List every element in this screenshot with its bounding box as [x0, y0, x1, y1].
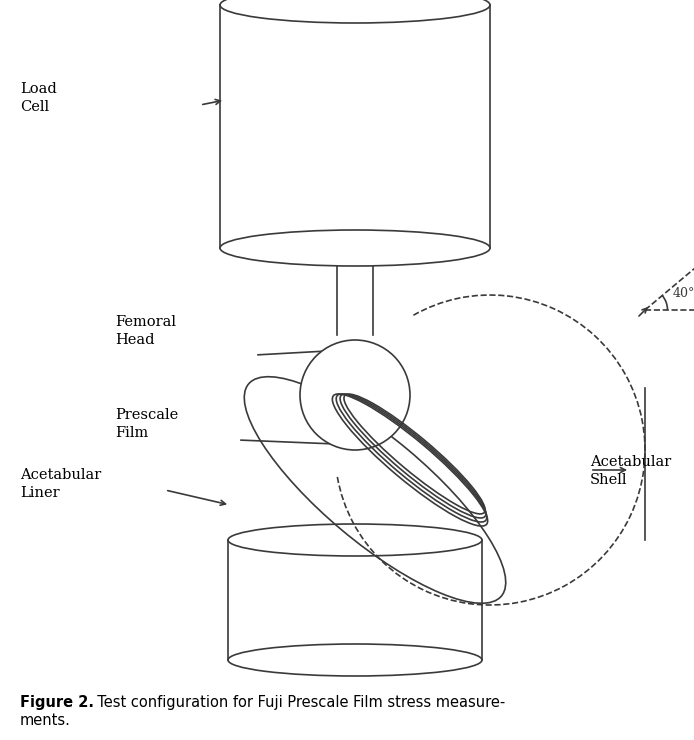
Text: Figure 2.: Figure 2.: [20, 695, 94, 710]
Text: Load
Cell: Load Cell: [20, 82, 57, 115]
Text: Femoral
Head: Femoral Head: [115, 315, 176, 347]
Circle shape: [300, 340, 410, 450]
Text: ments.: ments.: [20, 713, 71, 728]
Text: Prescale
Film: Prescale Film: [115, 408, 178, 440]
Ellipse shape: [220, 230, 490, 266]
Text: 40°: 40°: [673, 287, 694, 300]
Text: Test configuration for Fuji Prescale Film stress measure-: Test configuration for Fuji Prescale Fil…: [88, 695, 505, 710]
Text: Acetabular
Shell: Acetabular Shell: [590, 455, 671, 488]
Text: Acetabular
Liner: Acetabular Liner: [20, 468, 101, 500]
